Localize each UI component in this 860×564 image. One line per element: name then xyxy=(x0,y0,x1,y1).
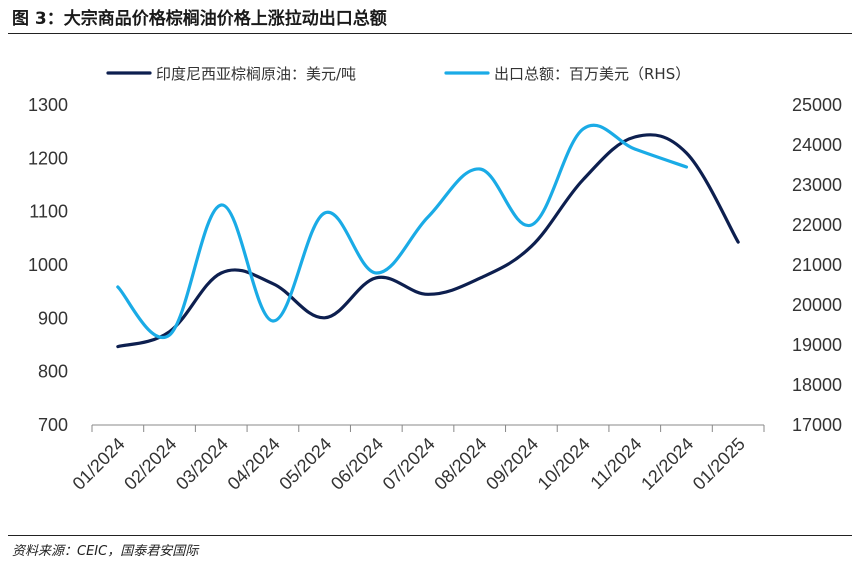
right-axis-tick-label: 21000 xyxy=(792,255,842,275)
left-axis-tick-label: 1000 xyxy=(28,255,68,275)
left-axis-tick-label: 700 xyxy=(38,415,68,435)
x-axis-tick-label: 11/2024 xyxy=(586,434,645,493)
left-axis-tick-label: 900 xyxy=(38,308,68,328)
x-axis-tick-label: 05/2024 xyxy=(275,434,335,494)
x-axis-tick-label: 10/2024 xyxy=(534,434,594,494)
right-axis-tick-label: 24000 xyxy=(792,135,842,155)
x-axis: 01/202402/202403/202404/202405/202406/20… xyxy=(69,424,765,494)
left-axis-tick-label: 800 xyxy=(38,362,68,382)
series-line-export-total xyxy=(116,123,689,340)
right-axis-tick-label: 23000 xyxy=(792,175,842,195)
x-axis-tick-label: 12/2024 xyxy=(637,434,697,494)
left-axis-tick-label: 1300 xyxy=(28,95,68,115)
x-axis-tick-label: 01/2025 xyxy=(689,434,749,494)
left-axis-tick-label: 1100 xyxy=(29,202,68,222)
right-axis-tick-label: 25000 xyxy=(792,95,842,115)
right-axis-tick-label: 17000 xyxy=(792,415,842,435)
x-axis-tick-label: 04/2024 xyxy=(224,434,284,494)
figure-title: 图 3：大宗商品价格棕榈油价格上涨拉动出口总额 xyxy=(12,9,387,29)
series-lines xyxy=(116,123,740,349)
legend-label: 出口总额：百万美元（RHS） xyxy=(494,65,690,83)
x-axis-tick-label: 08/2024 xyxy=(430,434,490,494)
right-axis-tick-label: 19000 xyxy=(792,335,842,355)
title-rule xyxy=(8,33,852,34)
chart-legend: 印度尼西亚棕榈原油：美元/吨 出口总额：百万美元（RHS） xyxy=(106,65,690,83)
right-axis-tick-label: 22000 xyxy=(792,215,842,235)
right-axis-tick-label: 20000 xyxy=(792,295,842,315)
left-axis-ticks: 700 800 900 1000 1100 1200 1300 xyxy=(28,95,68,435)
source-note: 资料来源：CEIC，国泰君安国际 xyxy=(12,544,199,559)
series-line-palm-oil-price xyxy=(116,133,740,349)
x-axis-tick-label: 03/2024 xyxy=(172,434,232,494)
x-axis-tick-label: 07/2024 xyxy=(379,434,439,494)
x-axis-tick-label: 01/2024 xyxy=(69,434,129,494)
x-axis-tick-label: 06/2024 xyxy=(327,434,387,494)
right-axis-tick-label: 18000 xyxy=(792,375,842,395)
x-axis-tick-label: 09/2024 xyxy=(482,434,542,494)
x-axis-tick-label: 02/2024 xyxy=(120,434,180,494)
source-rule xyxy=(8,535,852,536)
left-axis-tick-label: 1200 xyxy=(28,148,68,168)
right-axis-ticks: 17000 18000 19000 20000 21000 22000 23000 24000… xyxy=(792,95,842,435)
legend-label: 印度尼西亚棕榈原油：美元/吨 xyxy=(156,65,356,83)
